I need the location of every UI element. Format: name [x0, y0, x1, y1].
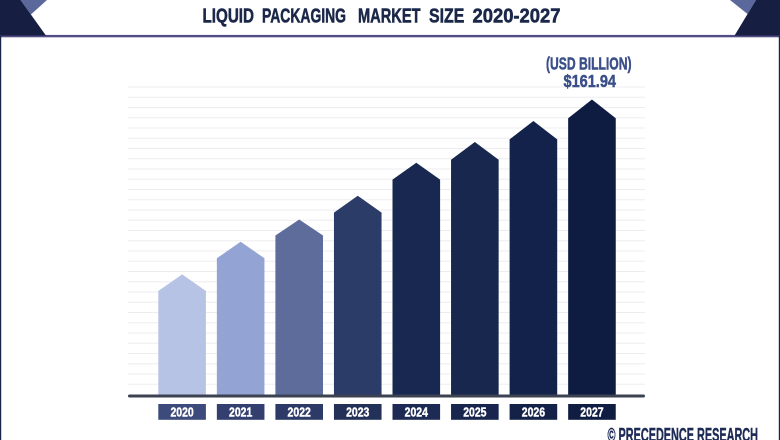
svg-text:2022: 2022 — [288, 405, 311, 419]
svg-text:© PRECEDENCE RESEARCH: © PRECEDENCE RESEARCH — [608, 425, 759, 440]
svg-text:2027: 2027 — [580, 405, 603, 419]
svg-text:PACKAGING: PACKAGING — [262, 5, 346, 27]
svg-text:2026: 2026 — [522, 405, 545, 419]
svg-text:2020-2027: 2020-2027 — [473, 5, 561, 27]
svg-text:2024: 2024 — [405, 405, 428, 419]
svg-text:SIZE: SIZE — [429, 5, 464, 27]
svg-text:2021: 2021 — [229, 405, 252, 419]
svg-text:$161.94: $161.94 — [564, 71, 617, 91]
svg-text:(USD BILLION): (USD BILLION) — [546, 53, 632, 73]
svg-text:LIQUID: LIQUID — [203, 5, 255, 27]
svg-text:MARKET: MARKET — [358, 5, 421, 27]
svg-text:2020: 2020 — [170, 405, 193, 419]
svg-text:2023: 2023 — [346, 405, 369, 419]
svg-text:2025: 2025 — [463, 405, 486, 419]
